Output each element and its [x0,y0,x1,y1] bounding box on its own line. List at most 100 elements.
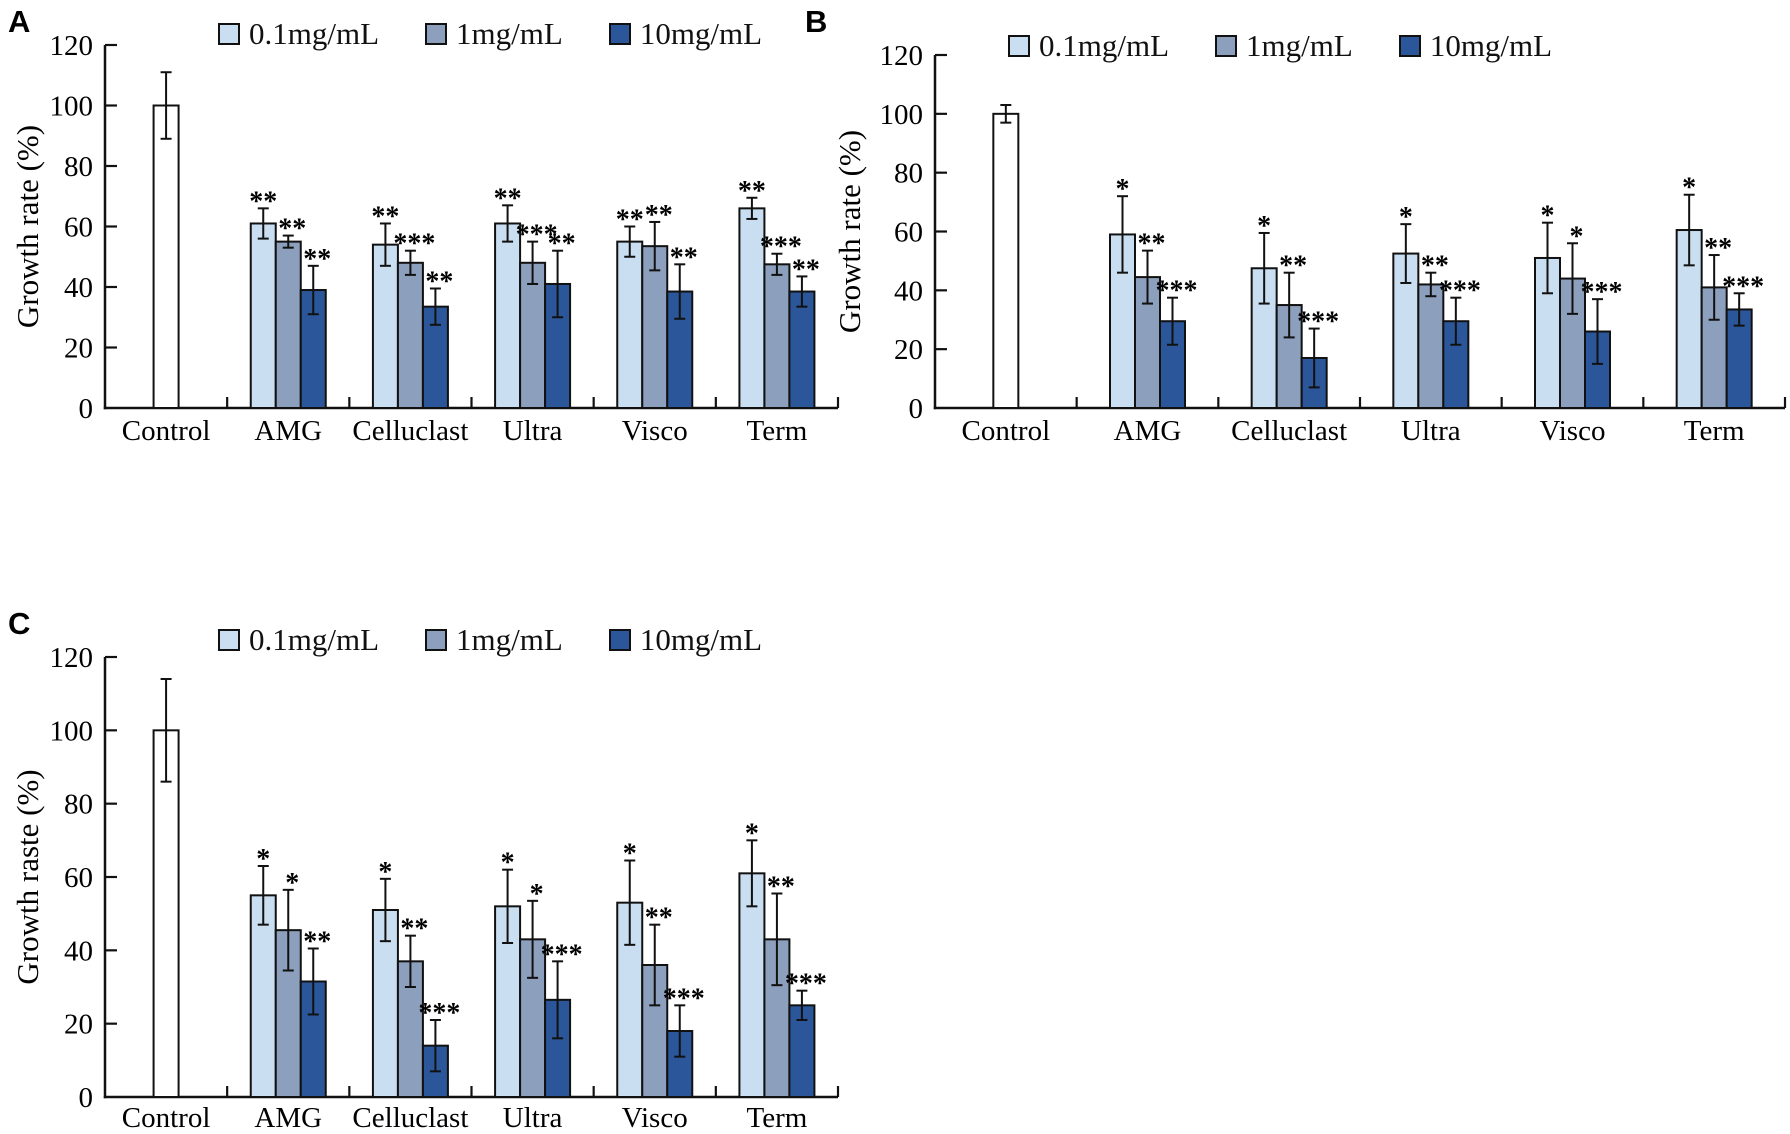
y-axis-title: Growth rate (%) [10,125,45,328]
y-tick-label: 100 [50,91,94,123]
y-tick-label: 20 [64,333,93,365]
significance-marker: * [285,868,299,899]
bar-AMG-1mg/mL [274,240,302,409]
significance-marker: *** [1581,277,1623,308]
significance-marker: * [378,857,392,888]
y-tick-label: 80 [894,158,923,190]
panel-c-letter: C [8,606,31,641]
significance-marker: * [745,818,759,849]
panel-c-legend: 0.1mg/mL 1mg/mL 10mg/mL [218,624,762,655]
significance-marker: ** [645,903,673,934]
significance-marker: ** [548,229,576,260]
y-axis-title: Growth raste (%) [10,769,45,984]
legend-swatch-icon [218,22,240,45]
y-tick-label: 80 [64,789,93,821]
significance-marker: ** [303,927,331,958]
chart-panel-b: B 0.1mg/mL 1mg/mL 10mg/mL 0 20 40 60 80 100 120 G… [800,0,1790,480]
panel-b-legend: 0.1mg/mL 1mg/mL 10mg/mL [1008,30,1552,61]
significance-marker: *** [785,969,827,1000]
significance-marker: ** [425,267,453,298]
legend-label: 1mg/mL [456,16,563,51]
y-tick-label: 100 [50,715,94,747]
panel-a-legend: 0.1mg/mL 1mg/mL 10mg/mL [218,18,762,49]
x-category-label: Ultra [503,415,563,447]
x-category-label: Ultra [503,1102,563,1134]
bar-Celluclast-1mg/mL [396,261,424,409]
x-category-label: Visco [622,415,688,447]
bar-Ultra-1mg/mL [519,261,547,409]
legend-item-0.1mg/mL: 0.1mg/mL [218,18,379,49]
significance-marker: *** [1297,307,1339,338]
y-tick-label: 120 [880,40,924,72]
plot-area-B: 0 20 40 60 80 100 120 Growth rate (%) Control AMG… [832,40,1787,447]
significance-marker: * [1570,221,1584,252]
legend-swatch-icon [218,628,240,651]
y-tick-label: 100 [880,99,924,131]
bar-control [152,729,180,1098]
bar-Visco-0.1mg/mL [616,240,644,409]
significance-marker: ** [792,254,820,285]
significance-marker: ** [1704,233,1732,264]
x-category-label: Term [747,1102,808,1134]
x-category-label: AMG [254,1102,322,1134]
x-category-label: Term [1684,415,1745,447]
significance-marker: ** [494,183,522,214]
x-category-label: Visco [1540,415,1606,447]
legend-label: 0.1mg/mL [249,16,380,51]
significance-marker: ** [670,242,698,273]
significance-marker: ** [1138,229,1166,260]
significance-marker: ** [1421,251,1449,282]
legend-item-1mg/mL: 1mg/mL [1215,30,1353,61]
significance-marker: *** [760,232,802,263]
significance-marker: ** [303,244,331,275]
legend-item-0.1mg/mL: 0.1mg/mL [1008,30,1169,61]
bar-Ultra-0.1mg/mL [494,222,522,409]
significance-marker: ** [767,872,795,903]
bar-AMG-0.1mg/mL [249,894,277,1099]
y-tick-label: 20 [894,334,923,366]
x-category-label: Celluclast [352,1102,468,1134]
significance-marker: * [1541,201,1555,232]
y-tick-label: 120 [50,642,94,674]
legend-label: 1mg/mL [1246,28,1353,63]
bar-Term-1mg/mL [763,263,791,409]
plot-area-C: 0 20 40 60 80 100 120 Growth raste (%) Control AM… [10,642,840,1134]
legend-label: 0.1mg/mL [1039,28,1170,63]
significance-marker: * [623,839,637,870]
x-category-label: Celluclast [1231,415,1347,447]
panel-c-chart: 0 20 40 60 80 100 120 Growth raste (%) Control AM… [10,642,840,1134]
significance-marker: * [1116,174,1130,205]
legend-label: 1mg/mL [456,622,563,657]
y-tick-label: 40 [64,272,93,304]
x-category-label: Control [122,415,211,447]
legend-label: 10mg/mL [1429,28,1553,63]
x-category-label: Visco [622,1102,688,1134]
bar-AMG-0.1mg/mL [249,222,277,409]
y-tick-label: 80 [64,151,93,183]
significance-marker: ** [371,201,399,232]
y-tick-label: 0 [79,393,94,425]
legend-swatch-icon [1398,34,1421,57]
legend-swatch-icon [1008,34,1030,57]
significance-marker: * [256,844,270,875]
significance-marker: *** [516,220,558,251]
y-tick-label: 60 [894,217,923,249]
panel-a-letter: A [8,4,31,39]
legend-item-1mg/mL: 1mg/mL [425,18,563,49]
panel-b-chart: 0 20 40 60 80 100 120 Growth rate (%) Control AMG… [832,40,1787,447]
legend-item-0.1mg/mL: 0.1mg/mL [218,624,379,655]
x-category-label: Ultra [1401,415,1461,447]
y-tick-label: 0 [79,1082,94,1114]
y-tick-label: 120 [50,30,94,62]
legend-swatch-icon [608,22,631,45]
significance-marker: *** [1722,271,1764,302]
legend-swatch-icon [425,22,448,45]
y-tick-label: 60 [64,862,93,894]
x-category-label: AMG [1114,415,1182,447]
significance-marker: * [1682,173,1696,204]
legend-item-10mg/mL: 10mg/mL [608,18,762,49]
chart-panel-a: A 0.1mg/mL 1mg/mL 10mg/mL 0 20 40 60 80 100 120 G… [0,0,860,480]
chart-panel-c: C 0.1mg/mL 1mg/mL 10mg/mL 0 20 40 60 80 100 120 G… [0,600,860,1134]
plot-area-A: 0 20 40 60 80 100 120 Growth rate (%) Control AMG… [10,30,840,447]
